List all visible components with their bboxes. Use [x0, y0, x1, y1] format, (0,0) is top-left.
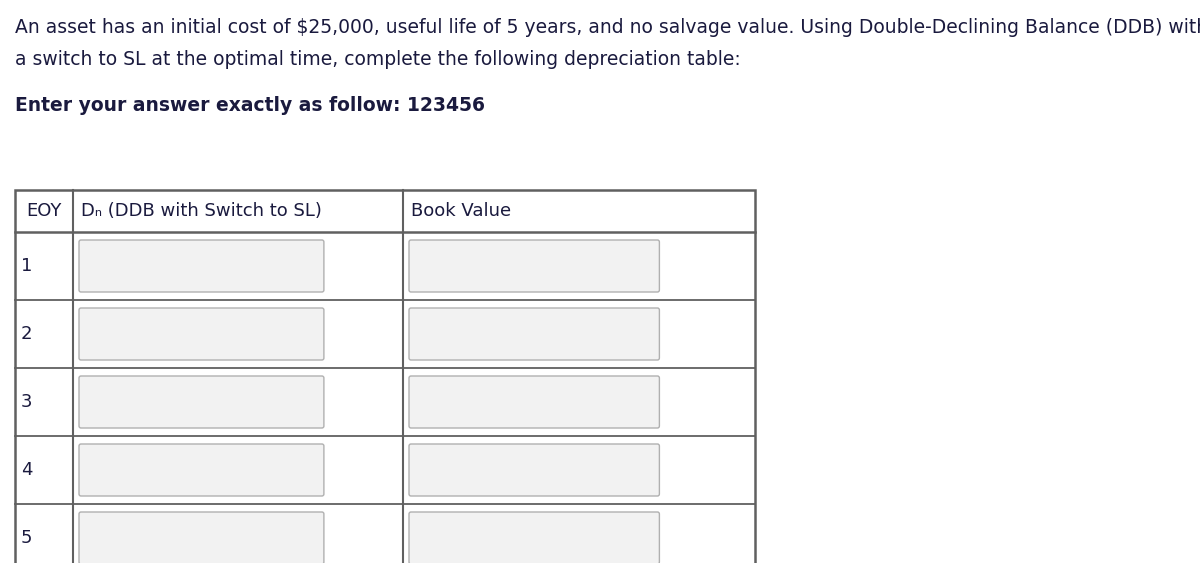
Bar	[14, 190, 755, 563]
Text: Enter your answer exactly as follow: 123456: Enter your answer exactly as follow: 123…	[14, 96, 485, 115]
FancyBboxPatch shape	[409, 308, 660, 360]
FancyBboxPatch shape	[409, 444, 660, 496]
Text: 1: 1	[22, 257, 32, 275]
FancyBboxPatch shape	[409, 376, 660, 428]
Text: 2: 2	[22, 325, 32, 343]
Text: An asset has an initial cost of $25,000, useful life of 5 years, and no salvage : An asset has an initial cost of $25,000,…	[14, 18, 1200, 37]
Text: Book Value: Book Value	[410, 202, 511, 220]
FancyBboxPatch shape	[79, 512, 324, 563]
Text: 3: 3	[22, 393, 32, 411]
FancyBboxPatch shape	[79, 444, 324, 496]
Text: 4: 4	[22, 461, 32, 479]
Text: Dₙ (DDB with Switch to SL): Dₙ (DDB with Switch to SL)	[82, 202, 322, 220]
Text: EOY: EOY	[26, 202, 61, 220]
FancyBboxPatch shape	[79, 308, 324, 360]
FancyBboxPatch shape	[79, 376, 324, 428]
Text: a switch to SL at the optimal time, complete the following depreciation table:: a switch to SL at the optimal time, comp…	[14, 50, 740, 69]
FancyBboxPatch shape	[79, 240, 324, 292]
FancyBboxPatch shape	[409, 240, 660, 292]
FancyBboxPatch shape	[409, 512, 660, 563]
Text: 5: 5	[22, 529, 32, 547]
